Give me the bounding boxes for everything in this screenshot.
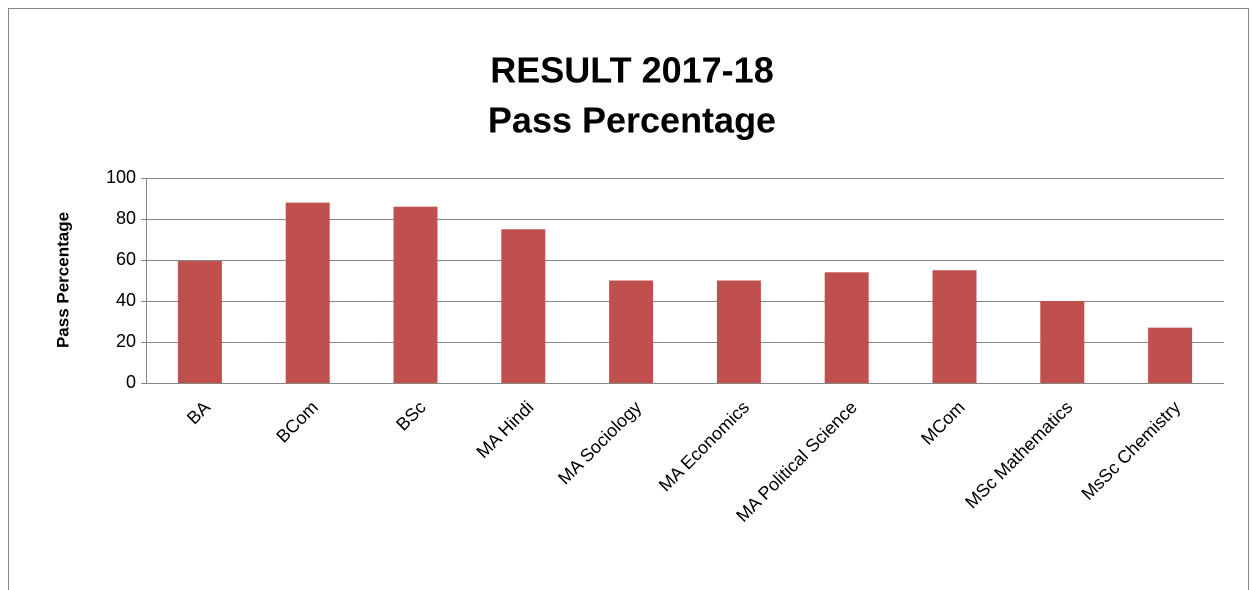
y-tick-label: 60: [116, 249, 136, 269]
bar: [285, 202, 330, 383]
x-tick-label: MSc Mathematics: [961, 397, 1076, 512]
y-tick-label: 100: [106, 167, 136, 187]
x-tick-label: MA Sociology: [554, 397, 645, 488]
chart-title: RESULT 2017-18: [490, 50, 773, 91]
x-tick-label: BSc: [392, 397, 429, 434]
bar: [1148, 327, 1193, 383]
bar: [393, 206, 438, 383]
bar: [609, 280, 654, 383]
chart-frame: [8, 8, 1249, 590]
x-tick-label: MA Political Science: [732, 397, 861, 526]
x-tick-label: BCom: [272, 397, 322, 447]
bar: [932, 270, 977, 383]
x-tick-label: BA: [183, 397, 214, 428]
x-tick-label: MCom: [917, 397, 969, 449]
bar: [824, 272, 869, 383]
y-tick-label: 80: [116, 208, 136, 228]
bar: [177, 261, 222, 383]
x-tick-label: MsSc Chemistry: [1078, 397, 1185, 504]
y-tick-label: 40: [116, 290, 136, 310]
chart-subtitle: Pass Percentage: [488, 100, 776, 141]
y-tick-label: 20: [116, 331, 136, 351]
x-tick-label: MA Hindi: [472, 397, 537, 462]
y-axis-label: Pass Percentage: [53, 212, 72, 348]
bar: [1040, 301, 1085, 383]
bar: [501, 229, 546, 383]
y-tick-label: 0: [126, 372, 136, 392]
x-tick-label: MA Economics: [655, 397, 753, 495]
bar: [716, 280, 761, 383]
